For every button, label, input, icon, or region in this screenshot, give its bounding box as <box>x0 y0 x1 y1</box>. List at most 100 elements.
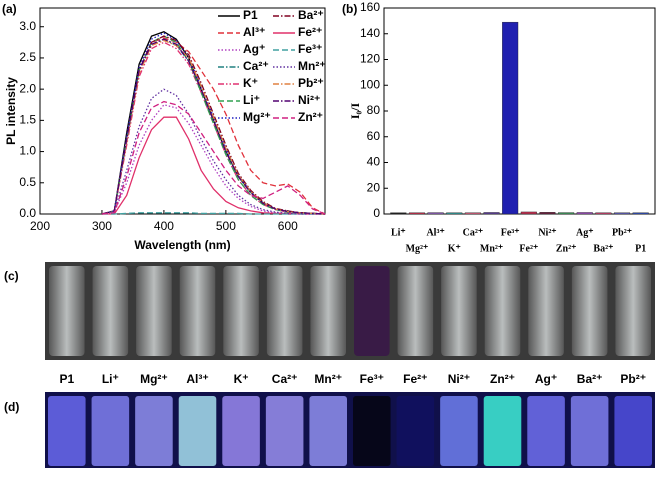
y-tick-label: 0 <box>373 206 380 220</box>
vial-label: Ag⁺ <box>535 372 557 386</box>
vial-glow <box>570 396 609 466</box>
vial <box>484 266 521 356</box>
y-tick-label: 1.0 <box>19 144 36 158</box>
x-tick-label: Pb²⁺ <box>612 227 632 238</box>
legend-label: Ba²⁺ <box>298 8 324 22</box>
bar <box>446 212 463 215</box>
series-line <box>101 32 326 215</box>
x-tick-label: Ag⁺ <box>576 227 594 238</box>
panel-b: (b) 0 20 40 60 80 100 120 140 160 I₀/I Li⁺Mg²⁺ Al³⁺ K… <box>342 0 656 254</box>
vial <box>441 266 477 356</box>
panel-a: (a) 200 300 400 500 600 0.0 0.5 1.0 1.5 2.0 2.5 3.0 W… <box>2 2 326 252</box>
legend-label: Zn²⁺ <box>298 110 323 124</box>
vial <box>92 266 129 356</box>
vial-glow <box>91 396 130 466</box>
series-line <box>101 104 325 215</box>
vial <box>179 266 216 356</box>
x-tick-label: Mg²⁺ <box>406 243 429 254</box>
y-tick-label: 20 <box>367 180 381 194</box>
legend-label: K⁺ <box>243 76 258 90</box>
vial-label: P1 <box>59 372 74 386</box>
bar <box>408 212 425 215</box>
vial-glow <box>265 396 304 466</box>
y-tick-label: 0.0 <box>19 206 36 220</box>
panel-label: (c) <box>4 269 19 283</box>
bar <box>576 212 593 215</box>
legend-label: Mg²⁺ <box>243 110 271 124</box>
vial-glow <box>309 396 347 466</box>
x-tick-label: Fe³⁺ <box>501 227 520 238</box>
y-tick-label: 0.5 <box>19 175 36 189</box>
series-line <box>101 100 326 215</box>
vial <box>223 266 259 356</box>
vial-glow <box>440 396 478 466</box>
y-tick-label: 160 <box>360 0 380 14</box>
vial <box>571 266 608 356</box>
y-axis-label: PL intensity <box>4 77 18 145</box>
series-line <box>102 116 325 215</box>
legend-label: Al³⁺ <box>243 25 265 39</box>
legend-label: Fe²⁺ <box>298 25 322 39</box>
bar <box>632 212 649 215</box>
series-line <box>101 37 326 215</box>
vial-label: Pb²⁺ <box>620 372 646 386</box>
vial-glow <box>135 396 173 466</box>
bar <box>520 211 537 215</box>
legend-label: P1 <box>243 8 258 22</box>
bar <box>390 212 407 215</box>
plot-frame <box>39 7 326 215</box>
vial-label: Mg²⁺ <box>140 372 168 386</box>
x-tick-label: 600 <box>278 219 298 233</box>
bar <box>539 212 556 215</box>
x-tick-label: 500 <box>216 219 236 233</box>
x-tick-label: Zn²⁺ <box>556 243 577 254</box>
vial-glow <box>614 396 652 466</box>
vial <box>354 266 390 356</box>
vial-glow <box>178 396 217 466</box>
x-tick-label: Ca²⁺ <box>463 227 484 238</box>
y-tick-label: 2.0 <box>19 81 36 95</box>
vial <box>397 266 434 356</box>
vial <box>136 266 172 356</box>
series-line <box>101 88 325 215</box>
bar <box>558 212 575 215</box>
vial-label: Ca²⁺ <box>272 372 298 386</box>
vial-glow <box>483 396 522 466</box>
x-tick-label: Al³⁺ <box>426 227 444 238</box>
x-tick-label: Ba²⁺ <box>593 243 613 254</box>
vial-label: Mn²⁺ <box>314 372 342 386</box>
x-tick-label: P1 <box>635 243 646 254</box>
x-tick-label: 400 <box>154 219 174 233</box>
bar <box>502 21 519 215</box>
bar <box>595 212 612 215</box>
vial <box>310 266 346 356</box>
legend-label: Ca²⁺ <box>243 59 269 73</box>
vial-glow <box>353 396 391 466</box>
vial <box>528 266 564 356</box>
y-tick-label: 60 <box>367 129 381 143</box>
x-tick-label: Mn²⁺ <box>480 243 503 254</box>
y-tick-label: 80 <box>367 103 381 117</box>
bar <box>464 212 481 215</box>
vial-glow <box>222 396 260 466</box>
vial-label: Zn²⁺ <box>490 372 515 386</box>
y-axis-label: I₀/I <box>348 103 362 120</box>
x-axis-label: Wavelength (nm) <box>134 238 230 252</box>
x-tick-label: 200 <box>30 219 50 233</box>
y-tick-label: 140 <box>360 26 380 40</box>
legend-label: Pb²⁺ <box>298 76 324 90</box>
legend-label: Mn²⁺ <box>298 59 326 73</box>
y-tick-label: 100 <box>360 77 380 91</box>
bar <box>427 212 444 215</box>
vial-glow <box>48 396 86 466</box>
plot-frame <box>383 7 656 215</box>
photos: (c) (d) P1 Li⁺ Mg²⁺ Al³⁺ K⁺ Ca²⁺ Mn²⁺ Fe³⁺ Fe²⁺ Ni²… <box>4 262 655 468</box>
vial-glow <box>527 396 565 466</box>
bar <box>614 212 631 215</box>
vial-label: Al³⁺ <box>186 372 208 386</box>
vial-label: Fe²⁺ <box>403 372 427 386</box>
vial-label: Li⁺ <box>102 372 119 386</box>
legend-label: Fe³⁺ <box>298 42 322 56</box>
vial-label: Ba²⁺ <box>577 372 603 386</box>
